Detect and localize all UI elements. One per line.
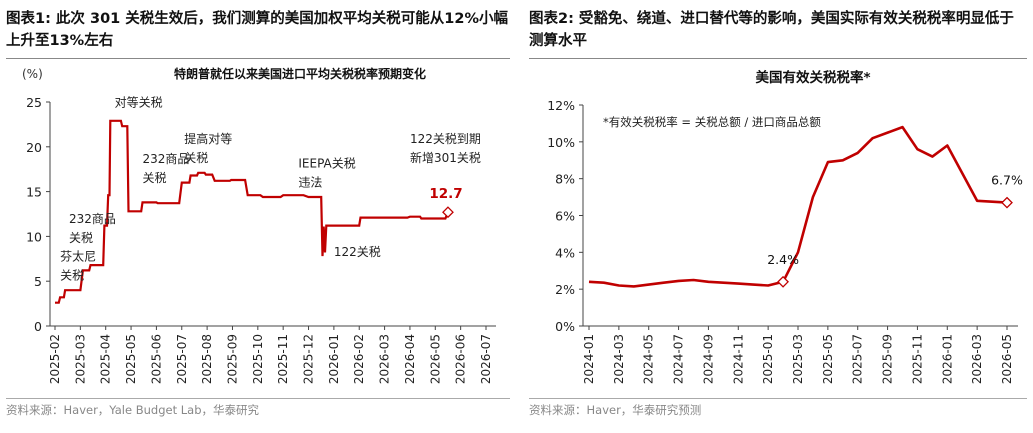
x-tick-label: 2026-03: [378, 334, 392, 384]
annotation-line: 122关税到期: [410, 132, 481, 146]
highlight-point-marker: [777, 275, 789, 288]
x-tick-label: 2024-11: [731, 334, 745, 384]
y-tick-label: 2%: [555, 282, 575, 297]
x-tick-label: 2025-09: [225, 334, 239, 384]
y-tick-label: 12%: [547, 98, 575, 113]
end-point-marker: [442, 206, 454, 219]
annotation-line: 关税: [184, 151, 208, 165]
x-tick-label: 2026-04: [403, 334, 417, 384]
y-tick-label: 0%: [555, 319, 575, 334]
y-tick-label: 25: [26, 95, 42, 110]
annotation-line: 232商品: [142, 151, 189, 166]
figure-1-source: 资料来源：Haver，Yale Budget Lab，华泰研究: [6, 403, 259, 417]
annotation-line: 关税: [69, 231, 93, 245]
chart-annotation: 对等关税: [115, 95, 163, 109]
x-tick-label: 2026-01: [940, 334, 954, 384]
x-tick-label: 2025-05: [821, 334, 835, 384]
chart-title: 美国有效关税税率*: [755, 69, 870, 86]
y-tick-label: 6%: [555, 209, 575, 224]
point-value-label: 6.7%: [991, 173, 1023, 188]
x-tick-label: 2026-06: [454, 334, 468, 384]
annotation-line: IEEPA关税: [298, 156, 355, 170]
figure-1-panel: 图表1: 此次 301 关税生效后，我们测算的美国加权平均关税可能从12%小幅上…: [0, 0, 516, 433]
tariff-series-line: [55, 119, 450, 304]
x-tick-label: 2026-01: [327, 334, 341, 384]
x-tick-label: 2024-09: [701, 334, 715, 384]
x-tick-label: 2026-05: [428, 334, 442, 384]
effective-tariff-line: [588, 125, 1008, 288]
annotation-line: 提高对等: [184, 131, 232, 146]
annotation-line: 关税: [142, 171, 166, 185]
annotation-line: 芬太尼: [60, 249, 96, 264]
chart-note: *有效关税税率 = 关税总额 / 进口商品总额: [603, 115, 821, 129]
chart-annotation: 122关税: [334, 245, 381, 259]
tariff-expectation-chart: 特朗普就任以来美国进口平均关税税率预期变化 (%) 0 5 10 15 20 25 2025-0…: [22, 66, 496, 384]
figure-2-source: 资料来源：Haver，华泰研究预测: [529, 403, 702, 417]
annotation-line: 232商品: [69, 211, 116, 226]
x-tick-label: 2025-08: [200, 334, 214, 384]
y-tick-label: 5: [34, 274, 42, 289]
x-tick-label: 2025-12: [302, 334, 316, 384]
highlight-point-marker: [1001, 196, 1013, 209]
y-tick-label: 10: [26, 229, 42, 244]
x-tick-label: 2025-10: [251, 334, 265, 384]
y-tick-label: 0: [34, 319, 42, 334]
x-tick-label: 2025-11: [276, 334, 290, 384]
source-divider: [529, 398, 1027, 399]
annotation-line: 关税: [60, 269, 84, 283]
annotation-line: 违法: [298, 175, 322, 189]
x-tick-label: 2026-02: [352, 334, 366, 384]
figure-2-title: 图表2: 受豁免、绕道、进口替代等的影响，美国实际有效关税税率明显低于测算水平: [529, 11, 1014, 49]
x-tick-label: 2025-09: [881, 334, 895, 384]
x-tick-label: 2025-01: [761, 334, 775, 384]
x-tick-label: 2025-07: [851, 334, 865, 384]
annotation-line: 新增301关税: [410, 150, 481, 165]
annotation-line: 对等关税: [115, 95, 163, 109]
x-tick-label: 2025-11: [910, 334, 924, 384]
y-tick-label: 20: [26, 140, 42, 155]
title-divider: [529, 58, 1027, 59]
x-tick-label: 2026-07: [479, 334, 493, 384]
x-tick-label: 2024-07: [672, 334, 686, 384]
x-tick-label: 2025-05: [124, 334, 138, 384]
x-tick-label: 2025-03: [73, 334, 87, 384]
title-divider: [6, 58, 510, 59]
x-tick-label: 2025-03: [791, 334, 805, 384]
effective-tariff-chart: 美国有效关税税率* *有效关税税率 = 关税总额 / 进口商品总额 0% 2% 4% 6%…: [547, 69, 1023, 384]
y-axis-unit-label: (%): [22, 67, 43, 81]
x-tick-label: 2024-05: [642, 334, 656, 384]
x-tick-label: 2024-01: [582, 334, 596, 384]
x-tick-label: 2025-02: [48, 334, 62, 384]
end-value-label: 12.7: [429, 186, 462, 202]
y-tick-label: 4%: [555, 245, 575, 260]
annotation-line: 122关税: [334, 245, 381, 259]
chart-title: 特朗普就任以来美国进口平均关税税率预期变化: [174, 66, 426, 81]
y-tick-label: 15: [26, 185, 42, 200]
x-tick-label: 2025-06: [149, 334, 163, 384]
x-tick-label: 2026-05: [1000, 334, 1014, 384]
x-tick-label: 2024-03: [612, 334, 626, 384]
x-tick-label: 2025-07: [175, 334, 189, 384]
figure-1-title: 图表1: 此次 301 关税生效后，我们测算的美国加权平均关税可能从12%小幅上…: [6, 11, 509, 49]
x-tick-label: 2025-04: [99, 334, 113, 384]
y-tick-label: 10%: [547, 135, 575, 150]
source-divider: [6, 398, 510, 399]
y-tick-label: 8%: [555, 172, 575, 187]
figure-2-panel: 图表2: 受豁免、绕道、进口替代等的影响，美国实际有效关税税率明显低于测算水平 …: [523, 0, 1033, 433]
point-value-label: 2.4%: [767, 252, 799, 267]
x-tick-label: 2026-03: [970, 334, 984, 384]
